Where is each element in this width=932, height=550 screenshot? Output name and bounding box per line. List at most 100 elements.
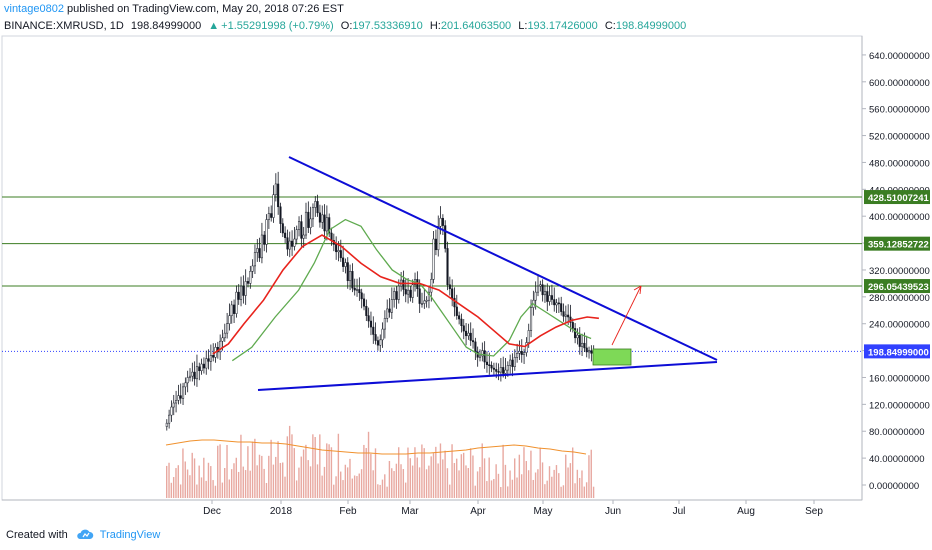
candle-body — [386, 308, 389, 319]
volume-bar — [551, 476, 553, 498]
projection-arrow — [611, 285, 642, 346]
candle-body — [504, 369, 507, 374]
candle-body — [286, 237, 289, 250]
candle-body — [527, 330, 530, 343]
candle-body — [492, 367, 495, 370]
candle-body — [441, 217, 444, 226]
y-tick-label: 80.00000000 — [869, 427, 924, 438]
candle-body — [237, 291, 240, 300]
volume-bar — [286, 436, 289, 498]
candle-body — [230, 304, 233, 316]
volume-bar — [351, 478, 353, 498]
upper-trendline — [288, 156, 718, 361]
candle-body — [300, 221, 303, 239]
volume-bar — [527, 470, 530, 498]
candle-body — [485, 361, 489, 365]
target-zone — [592, 348, 632, 366]
volume-bar — [309, 466, 312, 498]
volume-bar — [228, 479, 231, 498]
volume-bar — [379, 484, 381, 498]
arrow-head-icon — [633, 285, 642, 295]
tradingview-brand-link[interactable]: TradingView — [99, 529, 161, 541]
x-tick-label: Feb — [339, 506, 357, 517]
volume-bar — [407, 447, 409, 498]
candle-body — [536, 285, 540, 293]
price-chart[interactable]: 640.00000000 600.00000000 560.00000000 520.… — [0, 0, 932, 526]
candle-body — [439, 217, 442, 227]
candle-body — [574, 328, 577, 339]
candle-body — [488, 364, 491, 366]
candle-body — [339, 250, 342, 259]
price-tag-label: 428.51007241 — [868, 193, 929, 204]
candle-body — [228, 315, 231, 324]
candle-body — [330, 232, 333, 241]
volume-bar — [409, 458, 411, 498]
ohlc-line: BINANCE:XMRUSD, 1D 198.84999000 ▲ +1.5529… — [4, 19, 924, 33]
volume-bar — [263, 468, 265, 498]
volume-bar — [460, 454, 463, 498]
x-tick-label: Jul — [673, 506, 686, 517]
candle-body — [523, 352, 526, 355]
high-label: H: — [429, 20, 441, 32]
x-tick-label: Dec — [203, 506, 221, 517]
candle-body — [409, 289, 412, 298]
candle-body — [462, 325, 465, 332]
candle-body — [495, 369, 498, 372]
candle-body — [337, 250, 340, 253]
volume-bar — [388, 460, 391, 498]
candle-body — [235, 291, 238, 314]
y-tick-label: 240.00000000 — [869, 320, 930, 331]
volume-bar — [353, 475, 356, 498]
candle-body — [395, 291, 398, 300]
level-price-tag — [864, 236, 930, 251]
candle-body — [360, 292, 363, 300]
created-with-label: Created with — [6, 529, 68, 541]
candle-body — [379, 339, 382, 346]
candle-body — [576, 334, 579, 339]
candle-body — [381, 328, 384, 341]
volume-bar — [437, 463, 439, 498]
candle-body — [226, 323, 229, 334]
volume-bar — [288, 425, 291, 498]
volume-bar — [189, 475, 191, 498]
candle-body — [374, 334, 377, 341]
volume-bar — [279, 462, 282, 498]
candle-body — [175, 400, 178, 404]
last-price: 198.84999000 — [130, 20, 202, 32]
price-change: +1.55291998 (+0.79%) — [221, 20, 334, 32]
volume-bar — [196, 484, 198, 498]
candle-body — [253, 252, 257, 267]
candle-body — [518, 351, 521, 354]
volume-bar — [421, 444, 423, 498]
candle-body — [279, 206, 282, 224]
y-tick-label: 0.00000000 — [869, 481, 919, 492]
volume-bar — [428, 465, 430, 498]
volume-bar — [583, 486, 585, 498]
candle-body — [342, 257, 345, 267]
candle-body — [411, 284, 414, 298]
candle-body — [434, 238, 437, 251]
volume-bar — [235, 457, 237, 498]
volume-bar — [398, 447, 400, 498]
high-value: 201.64063500 — [440, 20, 512, 32]
candle-body — [553, 299, 556, 306]
x-tick-label: May — [534, 506, 553, 517]
author-link[interactable]: vintage0802 — [4, 3, 64, 15]
volume-bar — [467, 468, 469, 498]
volume-bar — [590, 449, 592, 498]
volume-bar — [483, 458, 486, 498]
candle-body — [367, 315, 370, 322]
candle-body — [516, 353, 519, 358]
volume-bar — [284, 476, 286, 498]
candle-body — [170, 406, 173, 416]
candle-body — [223, 332, 226, 339]
low-value: 193.17426000 — [527, 20, 598, 32]
volume-bar — [414, 447, 416, 498]
volume-bar — [558, 473, 560, 498]
volume-bar — [321, 475, 323, 498]
candle-body — [270, 213, 273, 218]
volume-bar — [249, 470, 251, 498]
volume-bar — [435, 446, 437, 498]
volume-bar — [293, 448, 295, 498]
candle-body — [193, 371, 196, 380]
